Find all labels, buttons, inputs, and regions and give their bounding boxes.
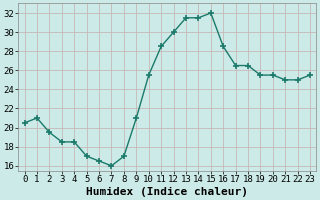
X-axis label: Humidex (Indice chaleur): Humidex (Indice chaleur) (86, 186, 248, 197)
